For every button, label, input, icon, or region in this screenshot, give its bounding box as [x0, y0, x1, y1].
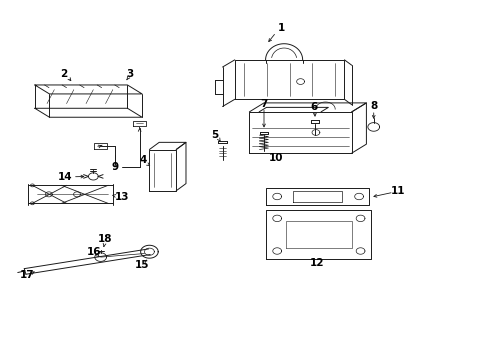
Text: 16: 16	[87, 247, 102, 257]
Text: 18: 18	[98, 234, 113, 244]
Text: 14: 14	[58, 172, 73, 182]
Text: 4: 4	[140, 155, 147, 165]
Text: 2: 2	[61, 69, 67, 79]
Text: 17: 17	[20, 270, 35, 280]
Text: 8: 8	[369, 101, 377, 111]
Text: 15: 15	[134, 260, 148, 270]
Text: 13: 13	[114, 192, 129, 202]
Text: 7: 7	[260, 99, 267, 109]
Text: 3: 3	[126, 69, 133, 79]
Text: 12: 12	[309, 258, 323, 268]
Text: 6: 6	[310, 102, 317, 112]
Text: 11: 11	[390, 186, 405, 197]
Text: 9: 9	[111, 162, 119, 172]
Text: 10: 10	[268, 153, 283, 163]
Text: 5: 5	[211, 130, 219, 140]
Text: 1: 1	[277, 23, 284, 33]
